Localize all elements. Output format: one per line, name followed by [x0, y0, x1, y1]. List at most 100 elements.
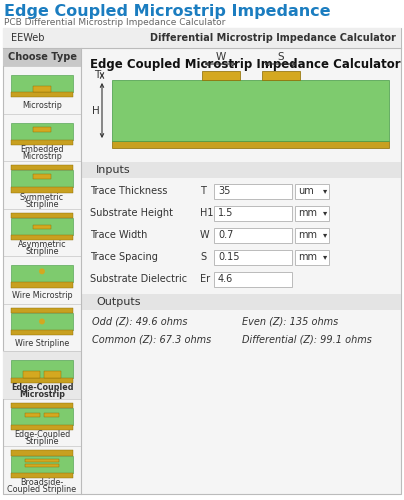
Text: Edge-Coupled: Edge-Coupled — [14, 430, 70, 440]
Bar — [214, 184, 292, 198]
Text: ▾: ▾ — [323, 230, 327, 239]
Bar — [11, 212, 73, 218]
Bar — [11, 403, 73, 408]
Text: mm: mm — [298, 208, 317, 218]
Bar — [11, 408, 73, 425]
Text: Differential Microstrip Impedance Calculator: Differential Microstrip Impedance Calcul… — [150, 33, 396, 43]
Bar — [214, 250, 292, 264]
Text: Edge-Coupled: Edge-Coupled — [11, 383, 73, 392]
Text: Substrate Height: Substrate Height — [90, 208, 173, 218]
Text: Choose Type: Choose Type — [8, 52, 76, 62]
Bar — [11, 188, 73, 192]
Text: Edge Coupled Microstrip Impedance Calculator: Edge Coupled Microstrip Impedance Calcul… — [90, 58, 401, 71]
Bar — [214, 206, 292, 220]
Text: 0.15: 0.15 — [218, 252, 240, 262]
Text: Coupled Stripline: Coupled Stripline — [7, 485, 77, 494]
Text: 1.5: 1.5 — [218, 208, 234, 218]
Bar — [261, 71, 299, 80]
Text: Trace Spacing: Trace Spacing — [90, 252, 158, 262]
Bar — [44, 372, 61, 378]
Bar — [11, 235, 73, 240]
Text: mm: mm — [298, 230, 317, 240]
Text: Edge Coupled Microstrip Impedance: Edge Coupled Microstrip Impedance — [4, 4, 330, 19]
Bar — [295, 184, 329, 198]
Text: 35: 35 — [218, 186, 230, 196]
Circle shape — [40, 319, 44, 324]
Text: Broadside-: Broadside- — [20, 478, 63, 487]
Bar — [11, 266, 73, 282]
Bar — [33, 174, 51, 179]
Bar — [23, 372, 40, 378]
Text: W: W — [200, 230, 210, 240]
Text: Microstrip: Microstrip — [19, 390, 65, 399]
Text: Substrate Dielectric: Substrate Dielectric — [90, 274, 187, 284]
Text: Odd (Z): 49.6 ohms: Odd (Z): 49.6 ohms — [92, 317, 187, 327]
Circle shape — [40, 269, 44, 274]
Text: ▾: ▾ — [323, 186, 327, 196]
Bar — [11, 140, 73, 145]
Bar — [295, 228, 329, 242]
Bar — [33, 127, 51, 132]
Bar — [11, 450, 73, 456]
Text: Wire Stripline: Wire Stripline — [15, 338, 69, 347]
Bar — [295, 250, 329, 264]
Text: Even (Z): 135 ohms: Even (Z): 135 ohms — [242, 317, 338, 327]
Bar — [11, 218, 73, 235]
Bar — [11, 456, 73, 472]
Text: Er: Er — [200, 274, 210, 284]
Bar — [202, 71, 240, 80]
Bar — [3, 352, 81, 399]
Text: ▾: ▾ — [323, 252, 327, 262]
Text: S: S — [277, 52, 284, 62]
Bar — [112, 141, 389, 148]
Bar — [11, 313, 73, 330]
Bar — [3, 28, 401, 48]
Text: Inputs: Inputs — [96, 165, 130, 175]
Text: Asymmetric: Asymmetric — [18, 240, 66, 249]
Bar — [11, 122, 73, 140]
Text: Differential (Z): 99.1 ohms: Differential (Z): 99.1 ohms — [242, 334, 372, 344]
Text: S: S — [200, 252, 206, 262]
Text: um: um — [298, 186, 314, 196]
Text: H: H — [92, 106, 100, 116]
Text: Trace Thickness: Trace Thickness — [90, 186, 167, 196]
Bar — [11, 282, 73, 288]
Bar — [25, 413, 40, 418]
Bar — [25, 459, 59, 462]
Bar — [214, 272, 292, 286]
Bar — [3, 48, 81, 66]
Bar — [214, 228, 292, 242]
Bar — [11, 165, 73, 170]
Text: Stripline: Stripline — [25, 200, 59, 208]
Text: Microstrip: Microstrip — [22, 101, 62, 110]
Bar — [295, 206, 329, 220]
Text: Symmetric: Symmetric — [20, 192, 64, 202]
Bar — [11, 472, 73, 478]
Bar — [11, 308, 73, 313]
Text: Wire Microstrip: Wire Microstrip — [12, 291, 72, 300]
Text: Embedded: Embedded — [20, 145, 64, 154]
Bar — [11, 75, 73, 92]
Bar — [11, 92, 73, 98]
Bar — [25, 464, 59, 466]
Bar — [11, 425, 73, 430]
Bar — [11, 170, 73, 188]
Bar — [11, 378, 73, 382]
Bar — [33, 86, 51, 92]
Bar — [33, 224, 51, 229]
Bar — [11, 360, 73, 378]
Bar — [82, 162, 401, 178]
Text: H1: H1 — [200, 208, 213, 218]
Bar — [82, 294, 401, 310]
Text: W: W — [215, 52, 225, 62]
Text: T: T — [200, 186, 206, 196]
Text: Microstrip: Microstrip — [22, 152, 62, 161]
Text: Common (Z): 67.3 ohms: Common (Z): 67.3 ohms — [92, 334, 211, 344]
Bar — [44, 413, 59, 418]
Bar — [11, 330, 73, 335]
Bar — [112, 80, 389, 141]
Text: ▾: ▾ — [323, 208, 327, 218]
Text: EEWeb: EEWeb — [11, 33, 44, 43]
Text: 4.6: 4.6 — [218, 274, 233, 284]
Text: Stripline: Stripline — [25, 247, 59, 256]
